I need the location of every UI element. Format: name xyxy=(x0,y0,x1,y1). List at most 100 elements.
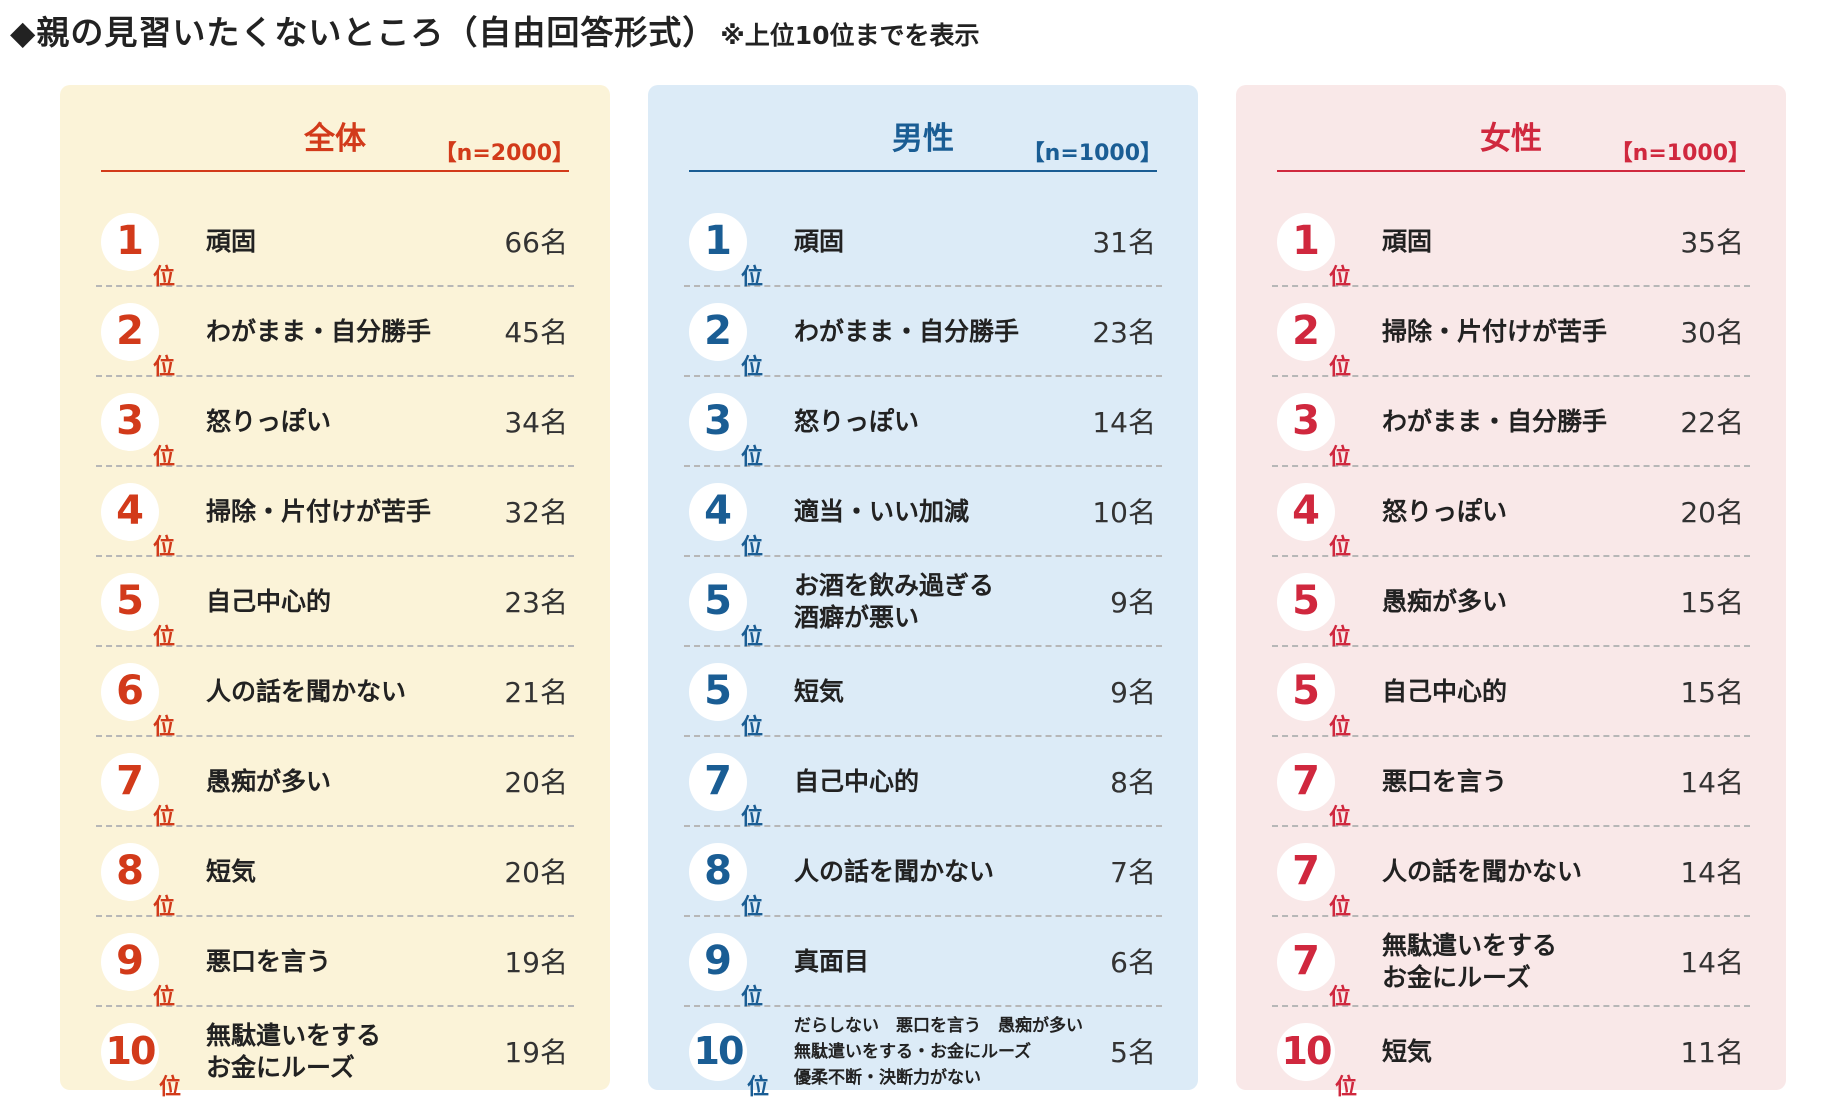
ranking-row: 10 位無駄遣いをする お金にルーズ 19名 xyxy=(96,1007,574,1100)
item-label-line: 酒癖が悪い xyxy=(794,603,920,632)
item-count: 20名 xyxy=(504,856,568,889)
item-label-line: 悪口を言う xyxy=(206,947,332,976)
ranking-row: 5 位 自己中心的 15名 xyxy=(1272,647,1750,740)
ranking-row: 7 位 愚痴が多い 20名 xyxy=(96,737,574,830)
rank-number: 5 xyxy=(116,578,144,624)
rank-number: 4 xyxy=(116,488,144,534)
rank-number: 9 xyxy=(704,938,732,984)
rank-suffix: 位 xyxy=(153,625,176,650)
item-label: 頑固 xyxy=(1382,197,1682,287)
rank-number: 7 xyxy=(1292,848,1320,894)
item-label-line: 怒りっぽい xyxy=(206,407,332,436)
item-label: 人の話を聞かない xyxy=(1382,827,1682,917)
rank-suffix: 位 xyxy=(1329,265,1352,290)
rank-number: 5 xyxy=(704,578,732,624)
rank-suffix: 位 xyxy=(153,355,176,380)
rank-suffix: 位 xyxy=(1329,355,1352,380)
rank-badge: 10 位 xyxy=(1277,1023,1357,1100)
ranking-row: 3 位 怒りっぽい 34名 xyxy=(96,377,574,470)
item-count: 15名 xyxy=(1680,586,1744,619)
page-title: ◆親の見習いたくないところ（自由回答形式） ※上位10位までを表示 xyxy=(10,6,980,54)
panel-divider xyxy=(1277,170,1745,172)
item-label: 怒りっぽい xyxy=(1382,467,1682,557)
item-count: 66名 xyxy=(504,226,568,259)
item-count: 14名 xyxy=(1092,406,1156,439)
item-label: 愚痴が多い xyxy=(206,737,506,827)
item-label-line: 無駄遣いをする・お金にルーズ xyxy=(794,1042,1032,1062)
ranking-row: 10 位短気 11名 xyxy=(1272,1007,1750,1100)
item-label: 真面目 xyxy=(794,917,1094,1007)
title-note: ※上位10位までを表示 xyxy=(720,21,980,50)
rank-number: 5 xyxy=(1292,668,1320,714)
item-count: 19名 xyxy=(504,1036,568,1069)
rank-number: 4 xyxy=(704,488,732,534)
ranking-row: 1 位 頑固 66名 xyxy=(96,197,574,290)
ranking-row: 3 位 わがまま・自分勝手 22名 xyxy=(1272,377,1750,470)
panel-title: 男性 xyxy=(892,121,954,157)
item-label-line: 無駄遣いをする xyxy=(1382,931,1558,960)
rank-number: 7 xyxy=(1292,938,1320,984)
item-label: 短気 xyxy=(794,647,1094,737)
panel-divider xyxy=(689,170,1157,172)
ranking-row: 7 位無駄遣いをする お金にルーズ 14名 xyxy=(1272,917,1750,1010)
rank-suffix: 位 xyxy=(153,265,176,290)
item-label-line: お酒を飲み過ぎる xyxy=(794,571,995,600)
rank-number: 2 xyxy=(704,308,732,354)
ranking-list: 1 位頑固 31名 2 位わがまま・自分勝手 23名 3 位怒りっぽい 14名 4 位適当・いい加減… xyxy=(684,197,1162,1100)
item-label-line: 短気 xyxy=(1382,1037,1433,1066)
item-label-line: 掃除・片付けが苦手 xyxy=(206,497,432,526)
item-label: わがまま・自分勝手 xyxy=(206,287,506,377)
rank-suffix: 位 xyxy=(741,535,764,560)
item-count: 21名 xyxy=(504,676,568,709)
rank-suffix: 位 xyxy=(153,535,176,560)
item-count: 20名 xyxy=(504,766,568,799)
ranking-row: 4 位 怒りっぽい 20名 xyxy=(1272,467,1750,560)
ranking-row: 5 位 自己中心的 23名 xyxy=(96,557,574,650)
rank-number: 10 xyxy=(693,1029,745,1073)
ranking-row: 5 位 愚痴が多い 15名 xyxy=(1272,557,1750,650)
item-label-line: 愚痴が多い xyxy=(1382,587,1508,616)
rank-number: 4 xyxy=(1292,488,1320,534)
item-label-line: 掃除・片付けが苦手 xyxy=(1382,317,1608,346)
item-label-line: 人の話を聞かない xyxy=(206,677,407,706)
item-label: 短気 xyxy=(206,827,506,917)
rank-suffix: 位 xyxy=(741,895,764,920)
ranking-row: 1 位 頑固 35名 xyxy=(1272,197,1750,290)
panel-header: 女性 【n=1000】 xyxy=(1236,85,1786,173)
ranking-row: 7 位 悪口を言う 14名 xyxy=(1272,737,1750,830)
item-label: だらしない 悪口を言う 愚痴が多い 無駄遣いをする・お金にルーズ 優柔不断・決断力が… xyxy=(794,1007,1124,1097)
item-label-line: 優柔不断・決断力がない xyxy=(794,1068,981,1088)
item-label: 短気 xyxy=(1382,1007,1682,1097)
rank-number: 1 xyxy=(116,218,144,264)
item-count: 20名 xyxy=(1680,496,1744,529)
item-label-line: 愚痴が多い xyxy=(206,767,332,796)
item-count: 15名 xyxy=(1680,676,1744,709)
item-count: 7名 xyxy=(1110,856,1156,889)
rank-number: 7 xyxy=(116,758,144,804)
ranking-row: 4 位 掃除・片付けが苦手 32名 xyxy=(96,467,574,560)
item-count: 14名 xyxy=(1680,856,1744,889)
panel-divider xyxy=(101,170,569,172)
item-count: 45名 xyxy=(504,316,568,349)
item-label: 頑固 xyxy=(794,197,1094,287)
ranking-row: 2 位 掃除・片付けが苦手 30名 xyxy=(1272,287,1750,380)
item-count: 14名 xyxy=(1680,946,1744,979)
rank-number: 6 xyxy=(116,668,144,714)
rank-number: 10 xyxy=(105,1029,157,1073)
item-label-line: 怒りっぽい xyxy=(794,407,920,436)
item-label: 掃除・片付けが苦手 xyxy=(206,467,506,557)
rank-suffix: 位 xyxy=(153,715,176,740)
